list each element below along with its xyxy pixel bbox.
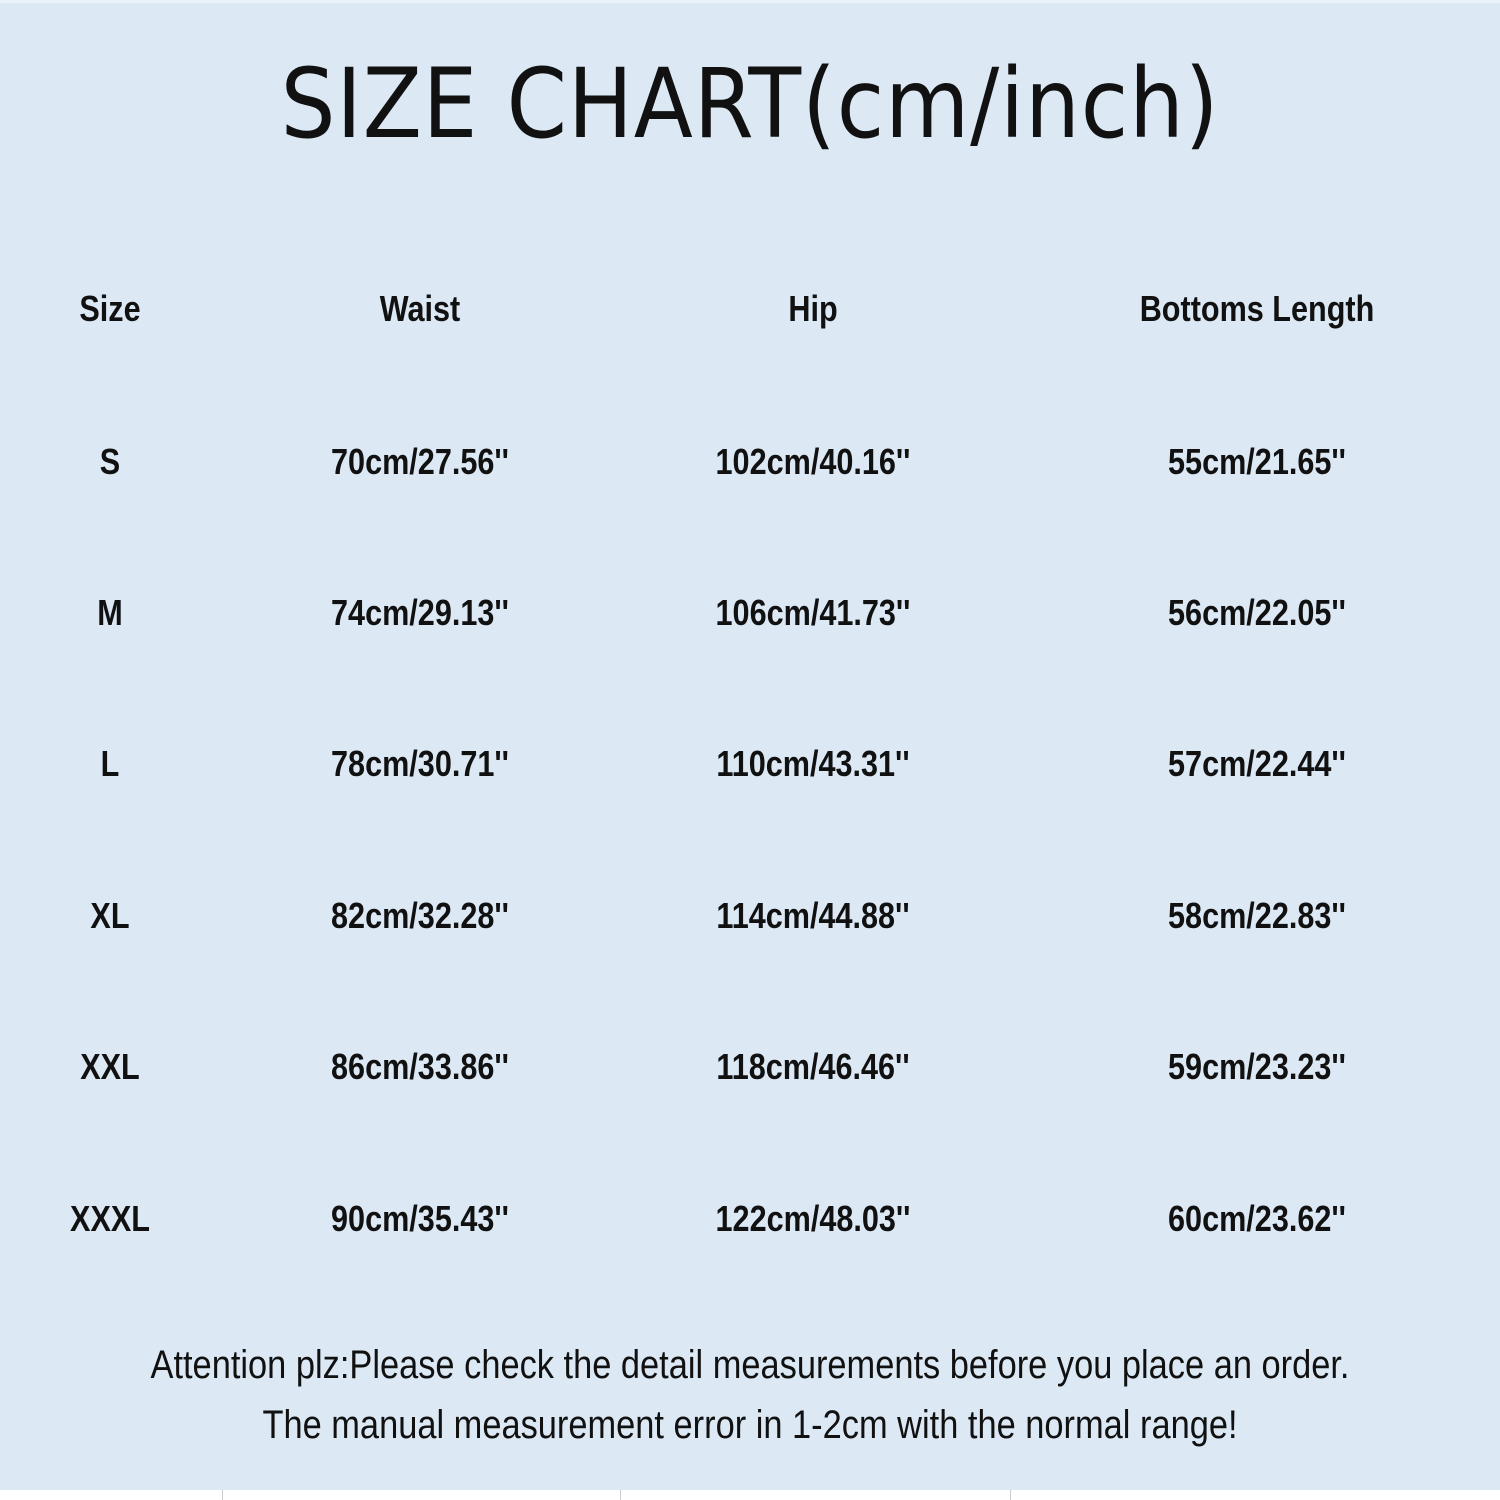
cell-bottoms-length: 57cm/22.44''	[1168, 743, 1346, 784]
divider	[1010, 1490, 1011, 1500]
cell-hip: 102cm/40.16''	[715, 441, 911, 482]
cell-waist: 74cm/29.13''	[331, 592, 509, 633]
cell-bottoms-length: 56cm/22.05''	[1168, 592, 1346, 633]
divider	[222, 1490, 223, 1500]
cell-hip: 110cm/43.31''	[716, 743, 910, 784]
cell-bottoms-length: 55cm/21.65''	[1168, 441, 1346, 482]
cell-waist: 90cm/35.43''	[331, 1198, 509, 1239]
header-waist: Waist	[379, 288, 461, 329]
header-hip: Hip	[788, 288, 838, 329]
cell-hip: 114cm/44.88''	[716, 895, 910, 936]
cell-size: M	[97, 592, 123, 633]
cell-hip: 122cm/48.03''	[715, 1198, 911, 1239]
cell-size: XXXL	[70, 1198, 150, 1239]
cell-waist: 78cm/30.71''	[331, 743, 509, 784]
cell-bottoms-length: 58cm/22.83''	[1168, 895, 1346, 936]
header-bottoms-length: Bottoms Length	[1139, 288, 1375, 329]
attention-note: Attention plz:Please check the detail me…	[150, 1343, 1350, 1387]
cell-bottoms-length: 60cm/23.62''	[1168, 1198, 1346, 1239]
cell-hip: 118cm/46.46''	[716, 1046, 910, 1087]
measurement-error-note: The manual measurement error in 1-2cm wi…	[262, 1403, 1238, 1447]
cell-hip: 106cm/41.73''	[715, 592, 911, 633]
cell-waist: 70cm/27.56''	[331, 441, 509, 482]
cell-size: L	[100, 743, 120, 784]
cell-waist: 86cm/33.86''	[331, 1046, 509, 1087]
cell-bottoms-length: 59cm/23.23''	[1168, 1046, 1346, 1087]
cell-size: XL	[90, 895, 130, 936]
cell-size: XXL	[80, 1046, 140, 1087]
cell-waist: 82cm/32.28''	[331, 895, 509, 936]
chart-title: SIZE CHART(cm/inch)	[280, 48, 1220, 160]
header-size: Size	[79, 288, 141, 329]
divider	[620, 1490, 621, 1500]
cell-size: S	[99, 441, 121, 482]
